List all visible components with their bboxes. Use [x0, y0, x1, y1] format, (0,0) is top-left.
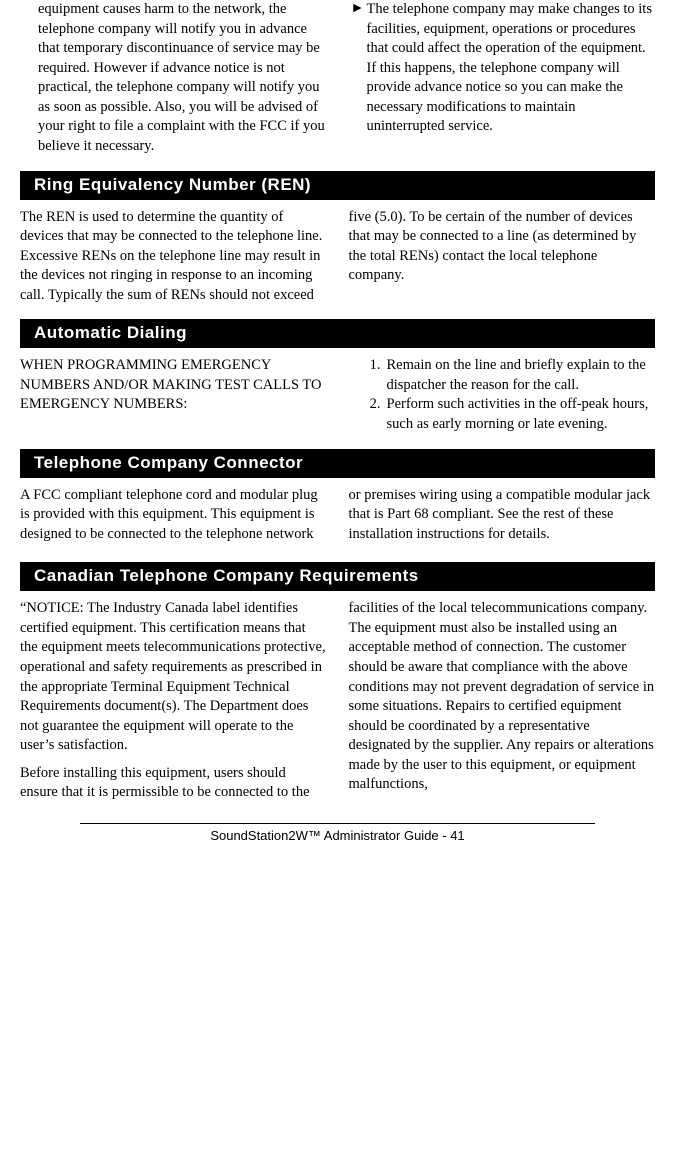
conn-body: A FCC compliant telephone cord and modul…	[20, 486, 655, 549]
auto-item-1-text: Remain on the line and briefly explain t…	[387, 356, 656, 395]
top-block: equipment causes harm to the net­work, t…	[20, 0, 655, 157]
top-right-text: The telephone company may make changes t…	[367, 0, 656, 137]
can-para1: “NOTICE: The Industry Canada label ident…	[20, 599, 327, 756]
heading-ren: Ring Equivalency Number (REN)	[20, 171, 655, 200]
auto-intro: WHEN PROGRAMMING EMERGENCY NUMBERS AND/O…	[20, 356, 327, 415]
spacer	[20, 0, 38, 18]
conn-text: A FCC compliant telephone cord and modul…	[20, 486, 655, 549]
auto-item-2-text: Perform such activities in the off-peak …	[387, 395, 656, 434]
auto-body: WHEN PROGRAMMING EMERGENCY NUMBERS AND/O…	[20, 356, 655, 434]
triangle-icon: ►	[349, 0, 367, 18]
top-left-text: equipment causes harm to the net­work, t…	[38, 0, 327, 157]
ren-text: The REN is used to determine the quantit…	[20, 208, 655, 306]
heading-auto: Automatic Dialing	[20, 319, 655, 348]
heading-can: Canadian Telephone Company Requirements	[20, 562, 655, 591]
num-1: 1.	[349, 356, 387, 376]
num-2: 2.	[349, 395, 387, 415]
ren-body: The REN is used to determine the quantit…	[20, 208, 655, 306]
can-body: “NOTICE: The Industry Canada label ident…	[20, 599, 655, 803]
footer: SoundStation2W™ Administrator Guide - 41	[80, 823, 595, 843]
auto-item-2: 2. Perform such activities in the off-pe…	[349, 395, 656, 434]
heading-conn: Telephone Company Connector	[20, 449, 655, 478]
top-right-item: ► The telephone company may make changes…	[349, 0, 656, 137]
top-left-item: equipment causes harm to the net­work, t…	[20, 0, 327, 157]
auto-item-1: 1. Remain on the line and briefly explai…	[349, 356, 656, 395]
page: equipment causes harm to the net­work, t…	[0, 0, 675, 861]
